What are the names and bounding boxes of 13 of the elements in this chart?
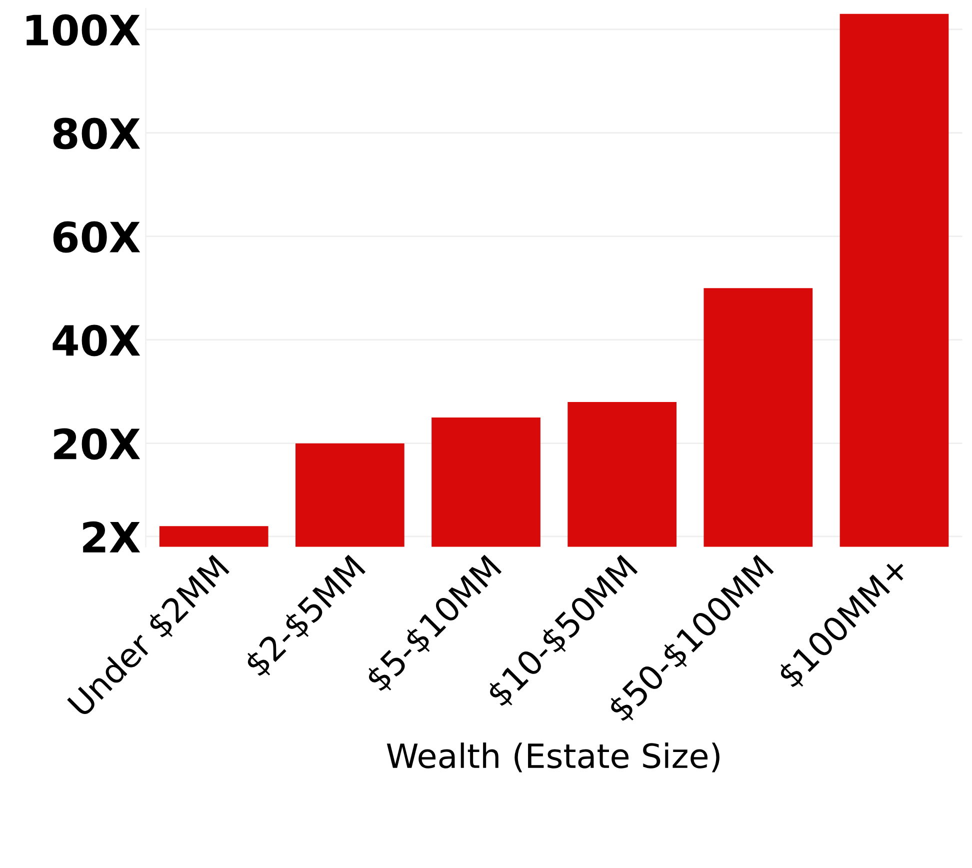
y-tick-label: 60X	[53, 221, 140, 253]
bar	[295, 443, 404, 547]
bar	[432, 417, 540, 547]
bar	[159, 526, 268, 547]
y-tick-label: 40X	[52, 324, 140, 356]
bar	[568, 402, 677, 547]
bar	[840, 14, 949, 547]
bar	[704, 288, 813, 547]
x-axis-title: Wealth (Estate Size)	[386, 742, 720, 772]
y-tick-label: 100X	[26, 14, 140, 46]
y-tick-label: 80X	[53, 118, 140, 150]
y-tick-label: 20X	[54, 428, 140, 460]
y-tick-label: 2X	[83, 521, 140, 552]
